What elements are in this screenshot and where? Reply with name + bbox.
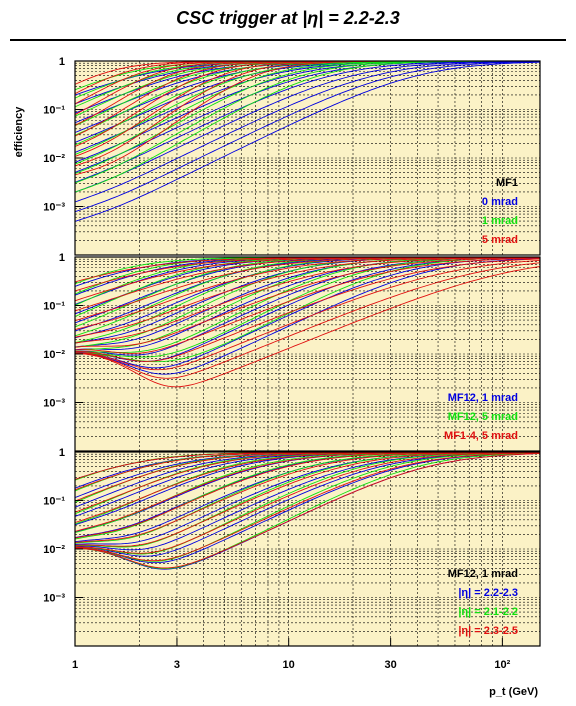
y-tick-label: 10⁻¹ xyxy=(43,105,65,117)
series-line-green xyxy=(75,452,541,569)
series-line-blue xyxy=(74,60,540,183)
series-line-red xyxy=(74,256,541,344)
y-tick-label: 10⁻² xyxy=(43,349,65,361)
legend-entry-black: MF1 xyxy=(496,177,518,189)
x-tick-label: 3 xyxy=(174,659,180,671)
series-line-red xyxy=(74,256,540,338)
legend-entry-red: |η| = 2.3-2.5 xyxy=(458,625,518,637)
series-line-green xyxy=(75,452,541,562)
series-line-red xyxy=(74,451,540,554)
y-tick-label: 1 xyxy=(59,252,65,264)
x-tick-label: 10 xyxy=(283,659,295,671)
series-line-red xyxy=(75,453,541,569)
y-tick-label: 10⁻³ xyxy=(43,398,65,410)
x-axis-label: p_t (GeV) xyxy=(489,686,538,698)
series-line-green xyxy=(75,451,540,555)
chart-title: CSC trigger at |η| = 2.2-2.3 xyxy=(176,8,400,28)
x-tick-label: 10² xyxy=(494,659,510,671)
y-tick-label: 10⁻¹ xyxy=(43,301,65,313)
series-line-red xyxy=(74,451,540,544)
panel-1: 10⁻³ 10⁻² 10⁻¹ 1 MF1 0 mrad 1 mrad 5 mrad xyxy=(43,56,541,256)
y-tick-label: 1 xyxy=(59,56,65,68)
legend-entry-black: MF12, 1 mrad xyxy=(448,568,518,580)
legend: MF12, 1 mrad MF12, 5 mrad MF1-4, 5 mrad xyxy=(444,392,518,442)
series-line-red xyxy=(74,257,541,354)
y-axis-label: efficiency xyxy=(13,106,25,158)
series-line-red xyxy=(74,451,540,547)
legend-entry-green: 1 mrad xyxy=(482,215,518,227)
y-tick-label: 10⁻² xyxy=(43,544,65,556)
series-line-red xyxy=(74,258,541,362)
legend-entry-red: 5 mrad xyxy=(482,234,518,246)
x-tick-label: 30 xyxy=(385,659,397,671)
y-tick-label: 10⁻¹ xyxy=(43,496,65,508)
series-line-blue xyxy=(74,60,540,193)
legend: MF12, 1 mrad |η| = 2.2-2.3 |η| = 2.1-2.2 |η… xyxy=(448,568,518,637)
series-line-blue xyxy=(74,60,541,203)
series-line-blue xyxy=(74,61,541,222)
series-line-red xyxy=(75,452,540,562)
y-tick-label: 1 xyxy=(59,447,65,459)
legend-entry-green: |η| = 2.1-2.2 xyxy=(458,606,518,618)
legend-entry-green: MF12, 5 mrad xyxy=(448,411,518,423)
series-line-red xyxy=(75,266,541,388)
legend-entry-blue: 0 mrad xyxy=(482,196,518,208)
y-tick-label: 10⁻³ xyxy=(43,593,65,605)
series-line-red xyxy=(75,262,541,379)
series-line-red xyxy=(75,259,541,371)
x-tick-labels: 1 3 10 30 10² xyxy=(72,638,511,671)
x-tick-label: 1 xyxy=(72,659,78,671)
legend: MF1 0 mrad 1 mrad 5 mrad xyxy=(482,177,518,246)
y-tick-label: 10⁻² xyxy=(43,153,65,165)
series-line-blue xyxy=(74,61,541,213)
series-line-red xyxy=(74,257,541,348)
legend-entry-blue: MF12, 1 mrad xyxy=(448,392,518,404)
legend-entry-red: MF1-4, 5 mrad xyxy=(444,430,518,442)
legend-entry-blue: |η| = 2.2-2.3 xyxy=(458,587,518,599)
y-tick-label: 10⁻³ xyxy=(43,202,65,214)
panel-3: 10⁻³ 10⁻² 10⁻¹ 1 MF12, 1 mrad |η| = 2.2-2.3 |η… xyxy=(43,447,541,647)
